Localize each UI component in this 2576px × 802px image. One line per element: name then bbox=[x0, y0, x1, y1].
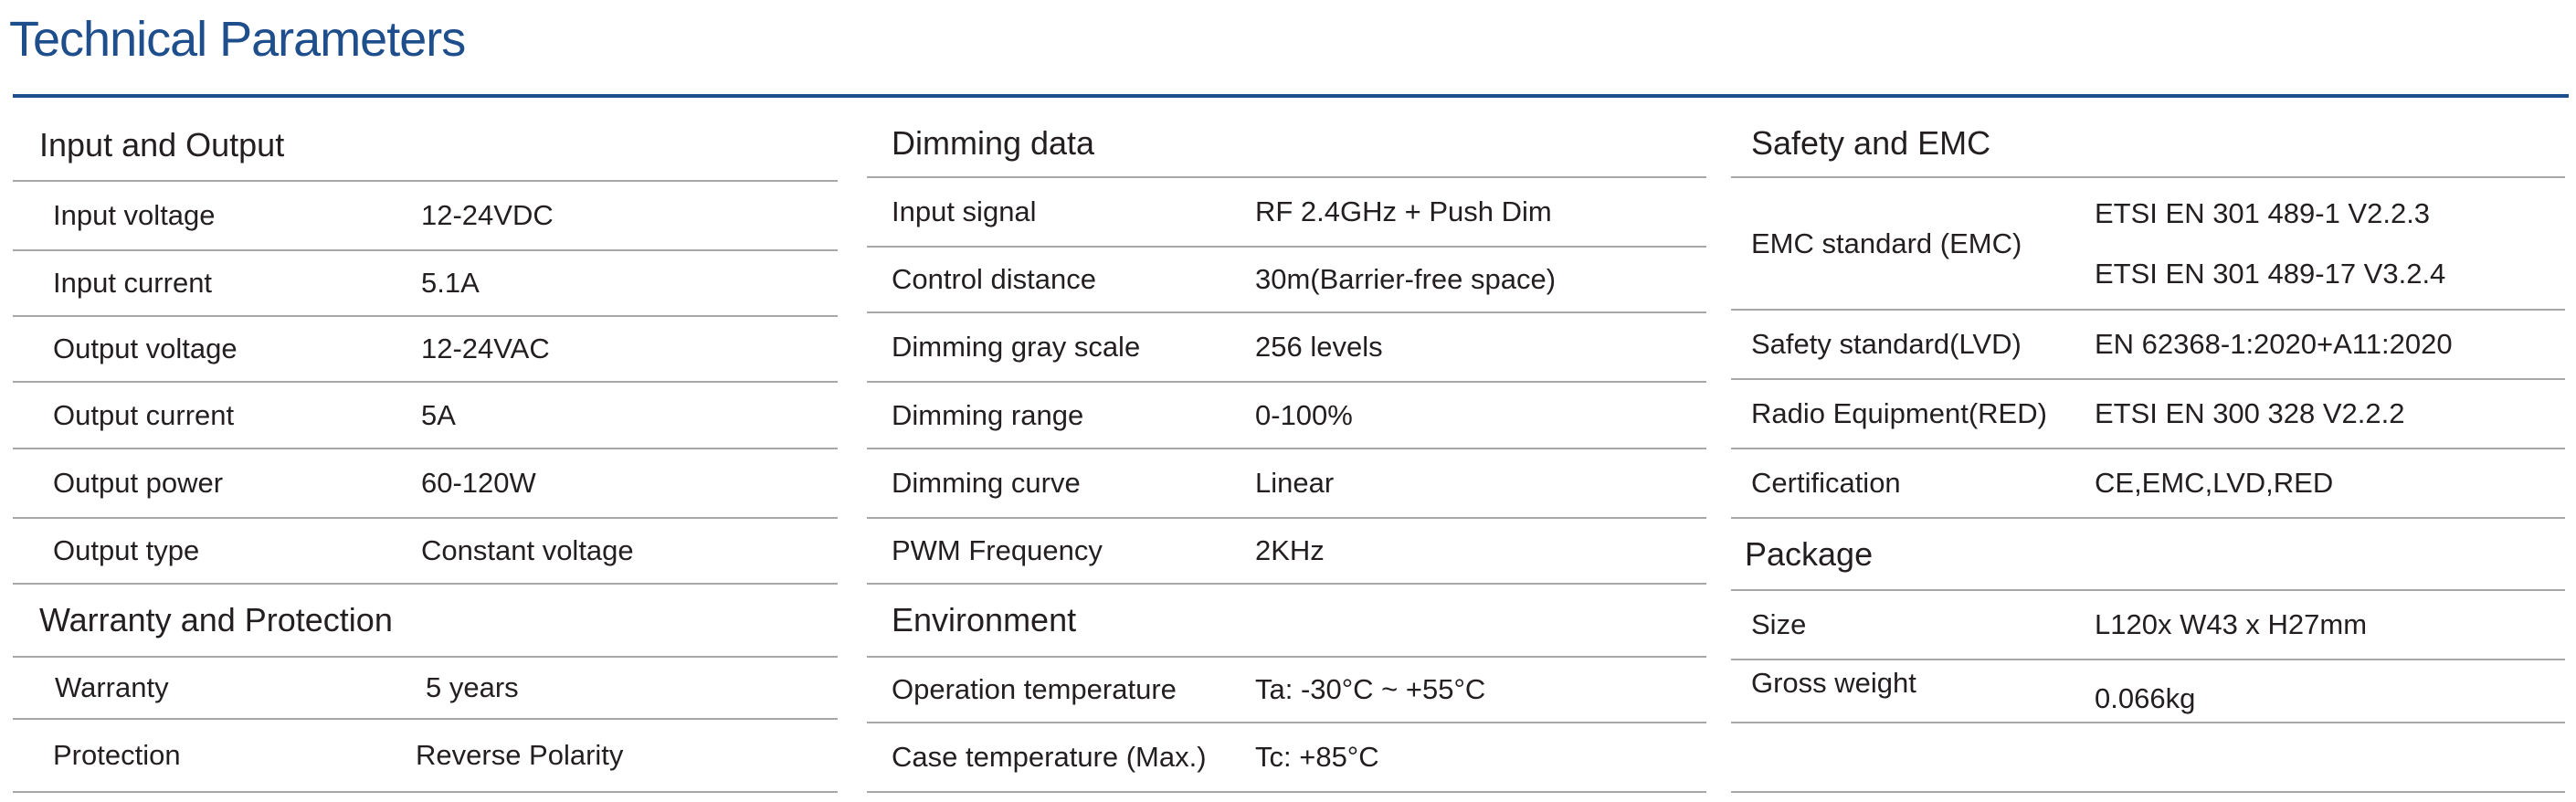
column-dimming: Dimming data Input signal RF 2.4GHz + Pus… bbox=[867, 0, 1706, 802]
table-row: PWM Frequency 2KHz bbox=[867, 519, 1706, 585]
row-label: Output voltage bbox=[53, 332, 238, 364]
row-label: Dimming curve bbox=[892, 467, 1081, 499]
row-value: Reverse Polarity bbox=[416, 739, 624, 771]
row-label: Certification bbox=[1751, 467, 1901, 499]
row-value: 12-24VAC bbox=[421, 332, 550, 364]
section-heading: Package bbox=[1745, 534, 1874, 573]
row-value: 5.1A bbox=[421, 267, 480, 299]
table-row: Size L120x W43 x H27mm bbox=[1731, 591, 2565, 660]
row-value: 5A bbox=[421, 398, 456, 431]
row-value: 2KHz bbox=[1255, 534, 1325, 566]
row-label: Protection bbox=[53, 739, 181, 771]
table-row: Warranty 5 years bbox=[13, 658, 838, 720]
table-row: Radio Equipment(RED) ETSI EN 300 328 V2.2… bbox=[1731, 380, 2565, 449]
table-row: Certification CE,EMC,LVD,RED bbox=[1731, 449, 2565, 519]
section-heading: Warranty and Protection bbox=[39, 601, 393, 638]
row-value: 5 years bbox=[426, 671, 519, 703]
table-row: Output power 60-120W bbox=[13, 449, 838, 519]
empty-row bbox=[1731, 723, 2565, 793]
section-heading: Safety and EMC bbox=[1751, 123, 1991, 162]
table-row: Dimming range 0-100% bbox=[867, 383, 1706, 449]
row-label: Output power bbox=[53, 467, 224, 499]
section-heading: Input and Output bbox=[39, 125, 285, 164]
table-row: Case temperature (Max.) Tc: +85°C bbox=[867, 723, 1706, 793]
row-value-list: ETSI EN 301 489-1 V2.2.3 ETSI EN 301 489… bbox=[2095, 197, 2445, 290]
section-heading-dimming: Dimming data bbox=[867, 110, 1706, 178]
row-label: Input current bbox=[53, 267, 213, 299]
row-label: Safety standard(LVD) bbox=[1751, 328, 2022, 360]
row-label: Warranty bbox=[55, 671, 169, 703]
table-row: Input voltage 12-24VDC bbox=[13, 182, 838, 251]
row-value: Constant voltage bbox=[421, 534, 634, 566]
row-label: Input voltage bbox=[53, 199, 216, 231]
section-heading: Environment bbox=[892, 601, 1077, 638]
row-label: Case temperature (Max.) bbox=[892, 741, 1207, 773]
row-value: 30m(Barrier-free space) bbox=[1255, 263, 1557, 295]
table-row: Operation temperature Ta: -30°C ~ +55°C bbox=[867, 658, 1706, 723]
section-heading-input-output: Input and Output bbox=[13, 110, 838, 182]
row-label: Operation temperature bbox=[892, 673, 1177, 705]
table-row: Input signal RF 2.4GHz + Push Dim bbox=[867, 178, 1706, 248]
table-row: EMC standard (EMC) ETSI EN 301 489-1 V2.… bbox=[1731, 178, 2565, 311]
row-label: Radio Equipment(RED) bbox=[1751, 397, 2047, 429]
row-value: EN 62368-1:2020+A11:2020 bbox=[2095, 328, 2453, 360]
row-value: Linear bbox=[1255, 467, 1335, 499]
table-row: Protection Reverse Polarity bbox=[13, 720, 838, 793]
section-heading-package: Package bbox=[1731, 519, 2565, 591]
row-value: L120x W43 x H27mm bbox=[2095, 608, 2368, 640]
table-row: Dimming gray scale 256 levels bbox=[867, 313, 1706, 383]
section-heading: Dimming data bbox=[892, 123, 1095, 162]
row-value: ETSI EN 301 489-1 V2.2.3 bbox=[2095, 196, 2431, 229]
table-row: Dimming curve Linear bbox=[867, 449, 1706, 519]
row-label: Input signal bbox=[892, 195, 1037, 227]
row-label: Dimming range bbox=[892, 398, 1084, 431]
row-label: Control distance bbox=[892, 263, 1097, 295]
row-value: Ta: -30°C ~ +55°C bbox=[1255, 673, 1486, 705]
section-heading-safety: Safety and EMC bbox=[1731, 110, 2565, 178]
row-label: Output type bbox=[53, 534, 200, 566]
row-value: 256 levels bbox=[1255, 331, 1383, 363]
table-row: Output type Constant voltage bbox=[13, 519, 838, 585]
table-row: Output voltage 12-24VAC bbox=[13, 317, 838, 383]
title-divider bbox=[13, 94, 2569, 98]
row-label: EMC standard (EMC) bbox=[1751, 227, 2022, 259]
page-title: Technical Parameters bbox=[9, 12, 466, 67]
table-row: Safety standard(LVD) EN 62368-1:2020+A11:… bbox=[1731, 311, 2565, 380]
row-value: ETSI EN 301 489-17 V3.2.4 bbox=[2095, 257, 2446, 290]
row-value: CE,EMC,LVD,RED bbox=[2095, 467, 2334, 499]
table-row: Input current 5.1A bbox=[13, 251, 838, 317]
row-value: Tc: +85°C bbox=[1255, 741, 1379, 773]
section-heading-warranty: Warranty and Protection bbox=[13, 585, 838, 658]
table-row: Gross weight 0.066kg bbox=[1731, 660, 2565, 723]
row-label: Size bbox=[1751, 608, 1807, 640]
table-row: Control distance 30m(Barrier-free space) bbox=[867, 248, 1706, 313]
row-label: PWM Frequency bbox=[892, 534, 1103, 566]
table-row: Output current 5A bbox=[13, 383, 838, 449]
row-value: 0-100% bbox=[1255, 398, 1353, 431]
row-value: 60-120W bbox=[421, 467, 536, 499]
row-label: Gross weight bbox=[1751, 667, 1916, 700]
row-value: ETSI EN 300 328 V2.2.2 bbox=[2095, 397, 2405, 429]
column-input-output: Input and Output Input voltage 12-24VDC I… bbox=[13, 0, 838, 802]
column-safety: Safety and EMC EMC standard (EMC) ETSI E… bbox=[1731, 0, 2565, 802]
row-label: Dimming gray scale bbox=[892, 331, 1141, 363]
row-value: 12-24VDC bbox=[421, 199, 554, 231]
row-value: RF 2.4GHz + Push Dim bbox=[1255, 195, 1552, 227]
section-heading-environment: Environment bbox=[867, 585, 1706, 658]
row-label: Output current bbox=[53, 398, 235, 431]
row-value: 0.066kg bbox=[2095, 681, 2196, 714]
